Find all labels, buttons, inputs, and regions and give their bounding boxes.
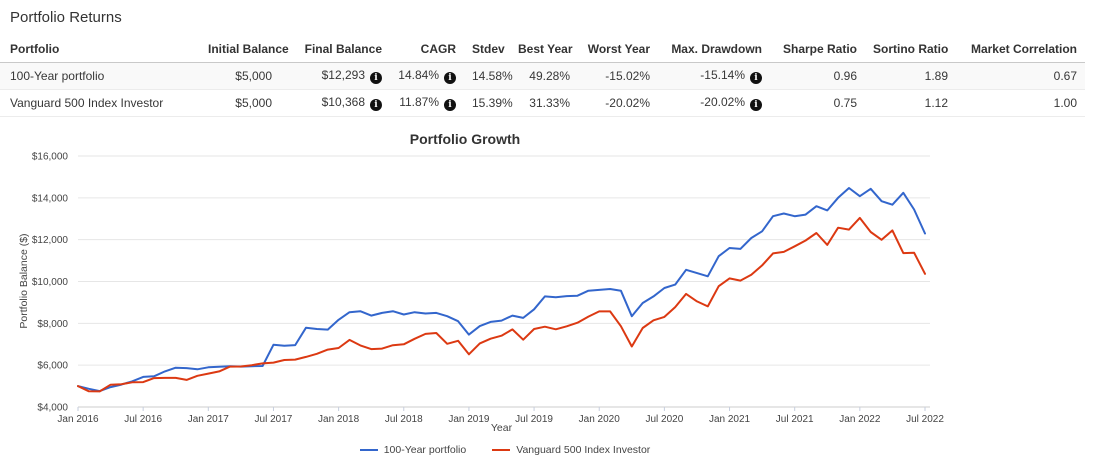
final-balance-value: $12,293: [321, 68, 365, 82]
initial-balance-cell: $5,000: [200, 89, 280, 117]
info-icon[interactable]: [370, 72, 382, 84]
stdev-cell: 15.39%: [464, 89, 513, 117]
legend-label: 100-Year portfolio: [383, 444, 467, 456]
worst-year-cell: -15.02%: [578, 62, 658, 90]
chart-title: Portfolio Growth: [409, 131, 521, 147]
portfolio-returns-section: Portfolio Returns Portfolio Initial Bala…: [0, 9, 1093, 117]
cagr-value: 14.84%: [398, 68, 439, 82]
info-icon[interactable]: [750, 72, 762, 84]
legend-item-vanguard-500[interactable]: Vanguard 500 Index Investor: [492, 444, 650, 456]
table-header-row: Portfolio Initial Balance Final Balance …: [0, 36, 1085, 63]
legend-label: Vanguard 500 Index Investor: [516, 444, 651, 456]
portfolio-name-cell: Vanguard 500 Index Investor: [0, 89, 200, 117]
cagr-value: 11.87%: [399, 95, 439, 109]
x-tick-label: Jan 2019: [448, 414, 490, 425]
x-tick-label: Jul 2019: [515, 414, 553, 425]
y-axis-title: Portfolio Balance ($): [18, 233, 30, 329]
x-tick-label: Jan 2016: [57, 414, 99, 425]
best-year-cell: 31.33%: [510, 89, 578, 117]
x-tick-label: Jan 2021: [709, 414, 751, 425]
info-icon[interactable]: [444, 72, 456, 84]
final-balance-cell: $12,293: [280, 62, 390, 90]
worst-year-cell: -20.02%: [578, 89, 658, 117]
y-tick-label: $12,000: [32, 235, 69, 246]
x-tick-label: Jul 2020: [645, 414, 683, 425]
x-tick-label: Jan 2022: [839, 414, 881, 425]
cagr-cell: 11.87%: [390, 89, 464, 117]
info-icon[interactable]: [750, 99, 762, 111]
table-row: 100-Year portfolio $5,000 $12,293 14.84%…: [0, 62, 1085, 90]
chart-legend: 100-Year portfolio Vanguard 500 Index In…: [0, 444, 1010, 456]
x-tick-label: Jul 2016: [124, 414, 162, 425]
chart-plot-area[interactable]: $4,000 $6,000 $8,000 $10,000 $12,000 $14,000 $…: [0, 123, 1093, 464]
cagr-cell: 14.84%: [390, 62, 464, 90]
portfolio-growth-chart: Portfolio Growth $4,000 $6,000 $8,000 $10,0…: [0, 123, 1093, 464]
y-tick-label: $14,000: [32, 193, 69, 204]
info-icon[interactable]: [370, 99, 382, 111]
x-tick-label: Jul 2018: [385, 414, 423, 425]
table-row: Vanguard 500 Index Investor $5,000 $10,3…: [0, 89, 1085, 117]
x-tick-label: Jan 2017: [188, 414, 230, 425]
col-header-portfolio: Portfolio: [0, 36, 200, 63]
sharpe-ratio-cell: 0.75: [770, 89, 865, 117]
col-header-worst-year: Worst Year: [578, 36, 658, 63]
best-year-cell: 49.28%: [510, 62, 578, 90]
col-header-max-drawdown: Max. Drawdown: [658, 36, 770, 63]
series-line-1[interactable]: [77, 216, 926, 393]
x-tick-label: Jul 2022: [906, 414, 944, 425]
legend-item-100-year-portfolio[interactable]: 100-Year portfolio: [359, 444, 467, 456]
max-drawdown-cell: -15.14%: [658, 62, 770, 90]
page-title: Portfolio Returns: [10, 9, 122, 26]
max-drawdown-cell: -20.02%: [658, 89, 770, 117]
x-tick-label: Jan 2020: [579, 414, 621, 425]
x-tick-label: Jan 2018: [318, 414, 360, 425]
sharpe-ratio-cell: 0.96: [770, 62, 865, 90]
final-balance-cell: $10,368: [280, 89, 390, 117]
y-tick-label: $16,000: [32, 152, 69, 163]
col-header-initial-balance: Initial Balance: [200, 36, 289, 63]
stdev-cell: 14.58%: [464, 62, 513, 90]
x-tick-label: Jul 2021: [776, 414, 814, 425]
col-header-best-year: Best Year: [510, 36, 578, 63]
market-correlation-cell: 0.67: [956, 62, 1085, 90]
portfolio-name-cell: 100-Year portfolio: [0, 62, 200, 90]
col-header-final-balance: Final Balance: [280, 36, 390, 63]
info-icon[interactable]: [444, 99, 456, 111]
legend-line-swatch-red: [492, 449, 511, 451]
col-header-cagr: CAGR: [390, 36, 464, 63]
max-drawdown-value: -20.02%: [700, 95, 745, 109]
x-axis-title: Year: [490, 422, 513, 434]
legend-line-swatch-blue: [359, 449, 378, 451]
y-tick-label: $6,000: [37, 361, 68, 372]
initial-balance-cell: $5,000: [200, 62, 280, 90]
market-correlation-cell: 1.00: [956, 89, 1085, 117]
final-balance-value: $10,368: [321, 95, 365, 109]
sortino-ratio-cell: 1.12: [865, 89, 956, 117]
max-drawdown-value: -15.14%: [700, 68, 745, 82]
y-tick-label: $8,000: [37, 319, 68, 330]
y-tick-label: $4,000: [37, 403, 68, 414]
sortino-ratio-cell: 1.89: [865, 62, 956, 90]
portfolio-returns-table: Portfolio Initial Balance Final Balance …: [0, 36, 1085, 117]
series-line-0[interactable]: [77, 187, 926, 393]
x-tick-label: Jul 2017: [255, 414, 293, 425]
col-header-stdev: Stdev: [464, 36, 510, 63]
col-header-market-correlation: Market Correlation: [956, 36, 1085, 63]
y-tick-label: $10,000: [32, 277, 69, 288]
col-header-sharpe-ratio: Sharpe Ratio: [770, 36, 865, 63]
col-header-sortino-ratio: Sortino Ratio: [865, 36, 956, 63]
